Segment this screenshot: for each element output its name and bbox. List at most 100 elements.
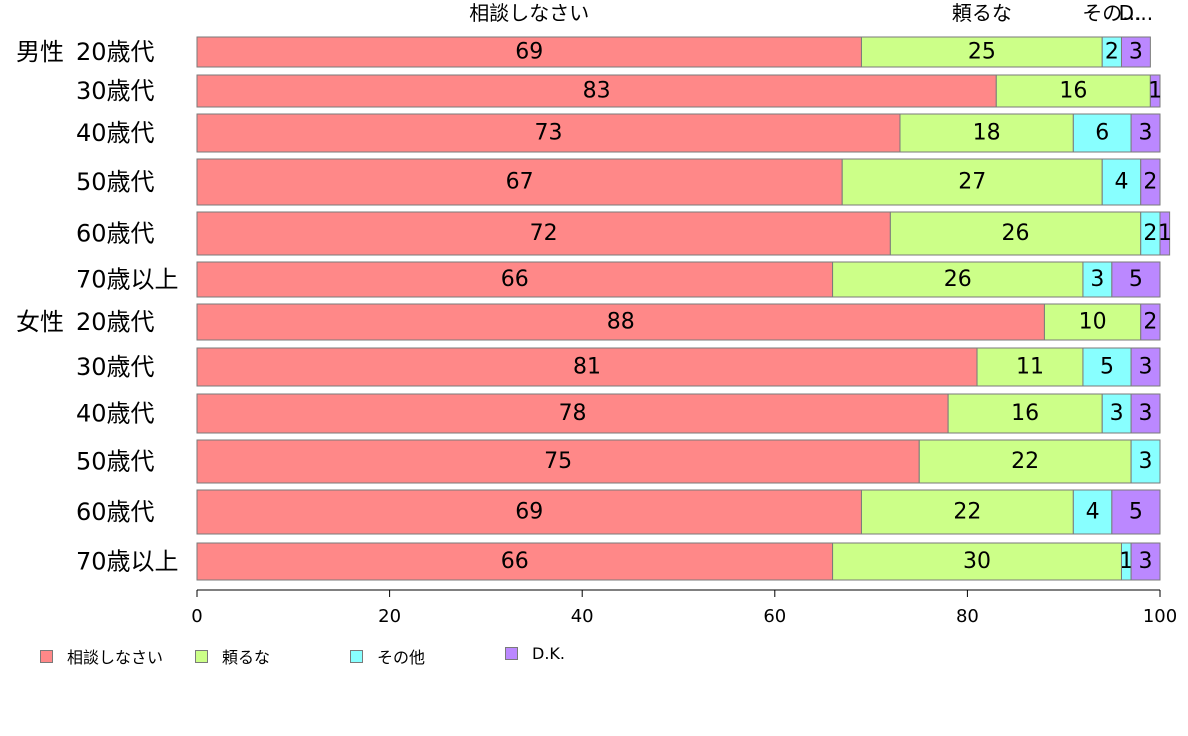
row-label: 70歳以上 [76, 266, 179, 294]
group-label: 男性 [16, 38, 64, 66]
row-label: 30歳代 [76, 77, 155, 105]
bar-segment [196, 542, 834, 581]
bar-segment [1140, 303, 1161, 341]
data-label: 22 [1011, 449, 1039, 474]
bar-segment [841, 158, 1103, 206]
bar-segment [196, 158, 843, 206]
bar-segment [1130, 113, 1161, 153]
data-label: 1 [1119, 549, 1133, 574]
row-label: 20歳代 [76, 38, 155, 66]
row-label: 50歳代 [76, 168, 155, 196]
bar-segment [860, 489, 1074, 535]
data-label: 2 [1143, 170, 1157, 195]
data-label: 26 [944, 267, 972, 292]
column-headers: 相談しなさい 頼るな その...D... [469, 1, 1153, 25]
bar-segment [1082, 261, 1113, 298]
data-label: 78 [559, 401, 587, 426]
data-label: 1 [1158, 221, 1172, 246]
data-label: 1 [1148, 79, 1162, 104]
data-label: 73 [534, 121, 562, 146]
bar-segment [899, 113, 1074, 153]
data-label: 3 [1139, 449, 1153, 474]
bar-segment [1130, 542, 1161, 581]
data-label: 69 [515, 500, 543, 525]
bar-segment [1111, 261, 1161, 298]
data-label: 66 [501, 267, 529, 292]
data-label: 18 [973, 121, 1001, 146]
data-label: 3 [1090, 267, 1104, 292]
bar-segment [889, 211, 1142, 256]
data-label: 5 [1100, 355, 1114, 380]
data-label: 3 [1139, 355, 1153, 380]
column-header: その... [1082, 1, 1141, 25]
x-tick-label: 100 [1143, 606, 1177, 627]
bar-segment [1082, 347, 1132, 387]
x-tick-label: 20 [378, 606, 401, 627]
bar-segment [1101, 158, 1142, 206]
legend-label: D.K. [532, 644, 565, 663]
x-axis: 0 20 40 60 80 100 [191, 589, 1177, 627]
bar-segment [1043, 303, 1142, 341]
data-label: 5 [1129, 500, 1143, 525]
bar-segment [196, 36, 862, 68]
data-label: 3 [1129, 40, 1143, 65]
bar-segment [918, 439, 1132, 484]
data-label: 2 [1143, 221, 1157, 246]
bar-segment [1072, 489, 1113, 535]
column-header: 頼るな [952, 1, 1012, 25]
bar-segment [860, 36, 1103, 68]
data-label: 16 [1011, 401, 1039, 426]
row-label: 60歳代 [76, 220, 155, 248]
x-tick-label: 80 [956, 606, 979, 627]
row-label: 40歳代 [76, 119, 155, 147]
data-label: 2 [1143, 310, 1157, 335]
data-label: 11 [1016, 355, 1044, 380]
bar-segment [196, 74, 997, 108]
x-tick-label: 40 [571, 606, 594, 627]
data-label: 75 [544, 449, 572, 474]
legend-swatch [195, 649, 208, 663]
bar-segment [947, 393, 1103, 434]
bar-segment [1130, 439, 1161, 484]
column-header: D... [1119, 1, 1153, 25]
bar-segment [1072, 113, 1132, 153]
bar-segment [1111, 489, 1161, 535]
x-tick-label: 0 [191, 606, 202, 627]
row-label: 40歳代 [76, 400, 155, 428]
bar-segment [832, 261, 1084, 298]
group-label: 女性 [16, 308, 64, 336]
bar-segment [1130, 393, 1161, 434]
legend-swatch [505, 647, 518, 660]
data-label: 4 [1114, 170, 1128, 195]
data-label: 4 [1086, 500, 1100, 525]
data-label: 66 [501, 549, 529, 574]
data-label: 72 [530, 221, 558, 246]
bar-segment [1120, 36, 1151, 68]
bar-segment [196, 211, 891, 256]
data-label: 25 [968, 40, 996, 65]
data-label: 26 [1002, 221, 1030, 246]
data-label: 5 [1129, 267, 1143, 292]
row-label: 50歳代 [76, 448, 155, 476]
bar-segment [196, 439, 920, 484]
legend-item: その他 [350, 644, 425, 668]
bar-segment [976, 347, 1084, 387]
row-label: 70歳以上 [76, 548, 179, 576]
data-label: 3 [1110, 401, 1124, 426]
data-label: 3 [1139, 549, 1153, 574]
data-label: 69 [515, 40, 543, 65]
bar-segment [196, 303, 1045, 341]
bar-segment [995, 74, 1151, 108]
legend-swatch [40, 649, 53, 663]
column-header: 相談しなさい [469, 1, 589, 25]
bar-segment [1159, 211, 1171, 256]
bar-segment [196, 261, 834, 298]
legend-label: その他 [377, 648, 426, 667]
data-label: 3 [1139, 121, 1153, 146]
row-label: 30歳代 [76, 353, 155, 381]
bar-segment [196, 489, 862, 535]
legend-label: 頼るな [222, 648, 271, 667]
row-label: 20歳代 [76, 308, 155, 336]
